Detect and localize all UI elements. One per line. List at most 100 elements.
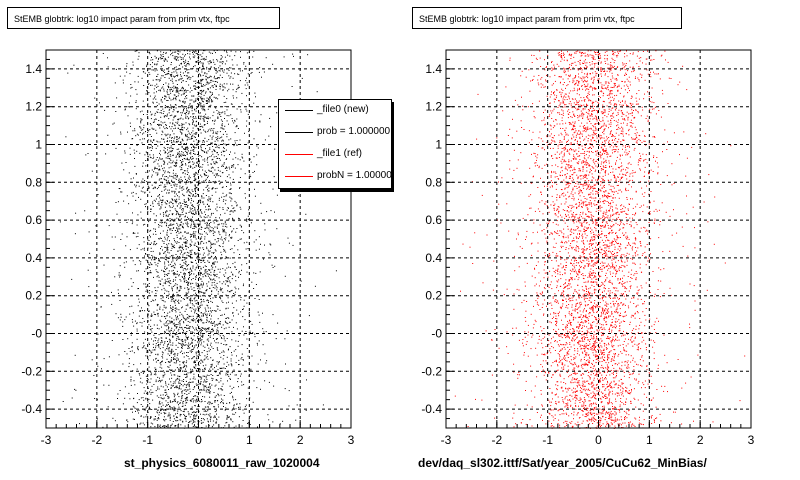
data-point: [186, 223, 188, 225]
data-point: [141, 325, 143, 327]
data-point: [238, 218, 240, 220]
data-point: [194, 109, 196, 111]
data-point: [177, 250, 179, 252]
data-point: [214, 78, 216, 80]
data-point: [236, 144, 238, 146]
data-point: [164, 221, 166, 223]
data-point: [163, 375, 165, 377]
data-point: [265, 362, 267, 364]
data-point: [227, 372, 229, 373]
data-point: [225, 322, 227, 323]
data-point: [185, 59, 187, 61]
data-point: [235, 126, 237, 128]
data-point: [192, 50, 194, 52]
data-point: [203, 119, 205, 121]
data-point: [185, 90, 187, 92]
data-point: [218, 197, 220, 199]
data-point: [182, 362, 184, 364]
data-point: [214, 396, 216, 398]
data-point: [207, 330, 209, 332]
data-point: [247, 422, 249, 424]
data-point: [221, 367, 223, 369]
data-point: [178, 275, 180, 277]
data-point: [242, 420, 244, 421]
data-point: [216, 206, 218, 208]
data-point: [190, 286, 192, 288]
data-point: [158, 201, 160, 203]
data-point: [226, 338, 228, 339]
data-point: [169, 87, 171, 89]
data-point: [214, 411, 216, 413]
data-point: [160, 380, 162, 382]
data-point: [205, 385, 207, 387]
data-point: [194, 177, 196, 179]
data-point: [151, 169, 153, 171]
data-point: [195, 211, 197, 213]
data-point: [185, 158, 187, 160]
data-point: [163, 323, 165, 325]
data-point: [165, 186, 167, 188]
data-point: [197, 347, 199, 349]
data-point: [179, 324, 181, 326]
data-point: [192, 419, 194, 421]
data-point: [121, 162, 123, 164]
data-point: [180, 327, 182, 329]
data-point: [212, 59, 214, 61]
data-point: [181, 161, 183, 163]
data-point: [188, 422, 190, 424]
data-point: [215, 162, 217, 163]
data-point: [189, 133, 191, 135]
data-point: [200, 304, 202, 306]
data-point: [210, 366, 212, 367]
data-point: [153, 161, 155, 163]
data-point: [199, 247, 201, 249]
data-point: [169, 320, 171, 322]
data-point: [137, 305, 139, 307]
data-point: [137, 393, 138, 394]
data-point: [144, 72, 146, 74]
data-point: [176, 162, 178, 164]
data-point: [214, 275, 216, 277]
data-point: [165, 247, 167, 248]
data-point: [135, 410, 136, 412]
data-point: [246, 263, 248, 265]
data-point: [223, 238, 225, 240]
data-point: [231, 333, 233, 334]
data-point: [218, 333, 220, 335]
data-point: [205, 425, 207, 427]
data-point: [223, 69, 225, 71]
data-point: [184, 417, 186, 419]
data-point: [187, 324, 189, 326]
data-point: [196, 266, 198, 268]
data-point: [173, 272, 175, 273]
data-point: [171, 310, 173, 312]
data-point: [84, 210, 86, 212]
data-point: [198, 112, 200, 114]
data-point: [181, 211, 183, 213]
data-point: [150, 416, 151, 418]
data-point: [187, 348, 189, 349]
data-point: [166, 100, 168, 101]
data-point: [187, 53, 189, 55]
data-point: [214, 83, 216, 85]
data-point: [177, 119, 179, 121]
data-point: [171, 245, 173, 247]
data-point: [210, 403, 212, 405]
data-point: [211, 301, 213, 303]
data-point: [217, 131, 219, 133]
data-point: [194, 166, 196, 168]
data-point: [169, 154, 171, 156]
data-point: [199, 202, 201, 204]
data-point: [148, 147, 150, 149]
data-point: [137, 349, 139, 351]
data-point: [210, 300, 212, 302]
data-point: [187, 168, 189, 170]
data-point: [186, 398, 188, 400]
data-point: [155, 361, 157, 363]
data-point: [208, 335, 209, 336]
data-point: [168, 118, 170, 120]
data-point: [226, 415, 228, 417]
data-point: [216, 324, 218, 326]
data-point: [196, 426, 197, 428]
data-point: [205, 103, 207, 104]
